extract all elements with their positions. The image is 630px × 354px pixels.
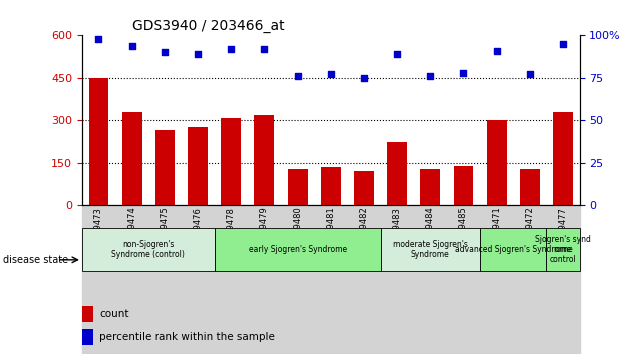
Bar — [381, 228, 480, 271]
Bar — [82, 205, 115, 354]
Bar — [447, 205, 480, 354]
Bar — [82, 307, 93, 321]
Bar — [281, 205, 314, 354]
Text: non-Sjogren's
Syndrome (control): non-Sjogren's Syndrome (control) — [112, 240, 185, 259]
Bar — [89, 78, 108, 205]
Bar — [181, 205, 215, 354]
Point — [260, 46, 270, 52]
Bar — [248, 205, 281, 354]
Point — [93, 36, 103, 42]
Point — [292, 73, 302, 79]
Bar — [155, 130, 175, 205]
Text: GDS3940 / 203466_at: GDS3940 / 203466_at — [132, 19, 284, 33]
Bar — [546, 205, 580, 354]
Bar — [221, 118, 241, 205]
Bar — [480, 205, 513, 354]
Point — [226, 46, 236, 52]
Bar — [314, 205, 347, 354]
Text: disease state: disease state — [3, 255, 68, 265]
Point — [160, 50, 170, 55]
Text: percentile rank within the sample: percentile rank within the sample — [100, 332, 275, 342]
Bar — [381, 205, 414, 354]
Text: count: count — [100, 309, 129, 319]
Text: moderate Sjogren's
Syndrome: moderate Sjogren's Syndrome — [393, 240, 467, 259]
Bar — [354, 171, 374, 205]
Text: Sjogren's synd
rome
control: Sjogren's synd rome control — [535, 235, 591, 264]
Bar — [288, 169, 307, 205]
Bar — [520, 169, 540, 205]
Point — [459, 70, 469, 76]
Point — [491, 48, 501, 53]
Bar — [148, 205, 181, 354]
Bar — [82, 228, 215, 271]
Point — [558, 41, 568, 47]
Point — [326, 72, 336, 77]
Point — [525, 72, 535, 77]
Bar — [487, 120, 507, 205]
Bar — [414, 205, 447, 354]
Bar — [546, 228, 580, 271]
Bar — [420, 169, 440, 205]
Bar — [480, 228, 546, 271]
Text: early Sjogren's Syndrome: early Sjogren's Syndrome — [248, 245, 346, 254]
Bar — [82, 330, 93, 345]
Bar — [347, 205, 381, 354]
Bar — [188, 127, 208, 205]
Bar — [215, 228, 381, 271]
Text: advanced Sjogren's Syndrome: advanced Sjogren's Syndrome — [455, 245, 571, 254]
Bar — [513, 205, 546, 354]
Bar — [553, 112, 573, 205]
Bar — [454, 166, 473, 205]
Bar — [321, 167, 341, 205]
Point — [193, 51, 203, 57]
Bar — [215, 205, 248, 354]
Point — [425, 73, 435, 79]
Point — [127, 43, 137, 48]
Point — [392, 51, 402, 57]
Point — [359, 75, 369, 81]
Bar — [115, 205, 148, 354]
Bar — [387, 142, 407, 205]
Bar — [255, 115, 274, 205]
Bar — [122, 112, 142, 205]
